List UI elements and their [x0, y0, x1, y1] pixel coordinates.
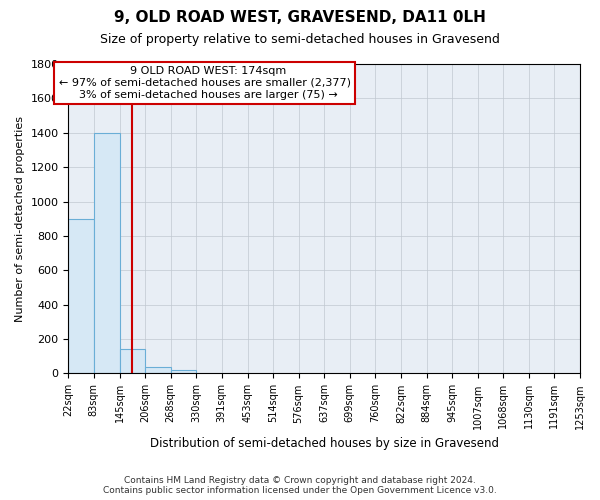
Bar: [94, 133, 119, 374]
Y-axis label: Number of semi-detached properties: Number of semi-detached properties: [15, 116, 25, 322]
Text: Size of property relative to semi-detached houses in Gravesend: Size of property relative to semi-detach…: [100, 32, 500, 46]
Text: 9, OLD ROAD WEST, GRAVESEND, DA11 0LH: 9, OLD ROAD WEST, GRAVESEND, DA11 0LH: [114, 10, 486, 25]
X-axis label: Distribution of semi-detached houses by size in Gravesend: Distribution of semi-detached houses by …: [150, 437, 499, 450]
Text: Contains HM Land Registry data © Crown copyright and database right 2024.
Contai: Contains HM Land Registry data © Crown c…: [103, 476, 497, 495]
Bar: [68, 218, 94, 374]
Bar: [170, 370, 196, 374]
Text: 9 OLD ROAD WEST: 174sqm
← 97% of semi-detached houses are smaller (2,377)
  3% o: 9 OLD ROAD WEST: 174sqm ← 97% of semi-de…: [59, 66, 351, 100]
Bar: [119, 350, 145, 374]
Bar: [145, 368, 170, 374]
